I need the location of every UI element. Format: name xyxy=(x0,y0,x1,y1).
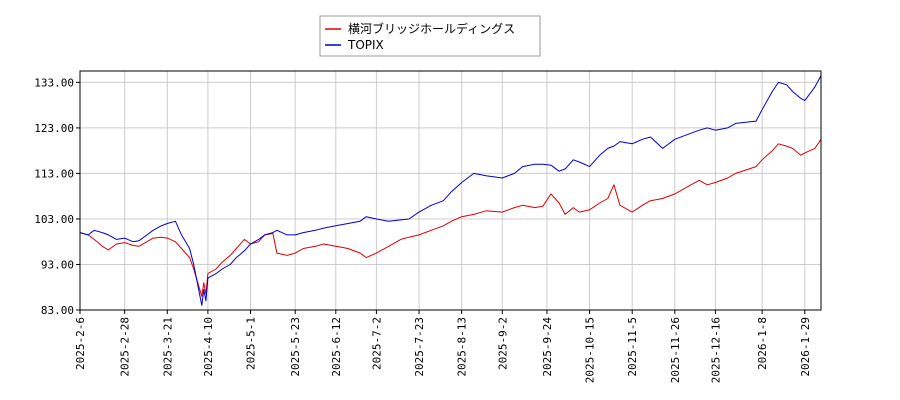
x-axis-ticks: 2025-2-6 2025-2-28 2025-3-21 2025-4-10 2025-… xyxy=(74,310,812,383)
y-tick-label: 103.00 xyxy=(34,213,74,226)
x-tick-label: 2025-6-12 xyxy=(330,317,343,377)
y-tick-label: 113.00 xyxy=(34,167,74,180)
x-tick-label: 2025-12-16 xyxy=(709,317,722,383)
x-tick-label: 2025-8-13 xyxy=(456,317,469,377)
x-tick-label: 2025-11-5 xyxy=(626,317,639,377)
x-tick-label: 2025-9-2 xyxy=(496,317,509,370)
y-tick-label: 133.00 xyxy=(34,76,74,89)
series-layer xyxy=(79,75,822,306)
legend-box xyxy=(319,15,541,57)
legend: 横河ブリッジホールディングス TOPIX xyxy=(319,15,541,57)
legend-label-topix: TOPIX xyxy=(347,38,384,52)
series-line-yokogawa xyxy=(79,139,822,297)
x-tick-label: 2025-7-23 xyxy=(413,317,426,377)
y-tick-label: 93.00 xyxy=(41,258,74,271)
x-tick-label: 2025-4-10 xyxy=(202,317,215,377)
x-tick-label: 2025-9-24 xyxy=(541,317,554,377)
x-tick-label: 2025-2-6 xyxy=(74,317,87,370)
y-axis-ticks: 83.00 93.00 103.00 113.00 123.00 133.00 xyxy=(34,76,80,317)
x-tick-label: 2025-5-23 xyxy=(289,317,302,377)
x-tick-label: 2025-10-15 xyxy=(584,317,597,383)
plot-frame xyxy=(79,70,822,311)
grid-lines xyxy=(79,71,821,311)
x-tick-label: 2026-1-8 xyxy=(756,317,769,370)
x-tick-label: 2025-5-1 xyxy=(245,317,258,370)
x-tick-label: 2025-7-2 xyxy=(370,317,383,370)
y-tick-label: 83.00 xyxy=(41,304,74,317)
x-tick-label: 2025-3-21 xyxy=(161,317,174,377)
legend-label-yokogawa: 横河ブリッジホールディングス xyxy=(348,21,515,36)
x-tick-label: 2025-11-26 xyxy=(669,317,682,383)
x-tick-label: 2026-1-29 xyxy=(799,317,812,377)
series-line-topix xyxy=(79,75,822,306)
x-tick-label: 2025-2-28 xyxy=(119,317,132,377)
y-tick-label: 123.00 xyxy=(34,122,74,135)
